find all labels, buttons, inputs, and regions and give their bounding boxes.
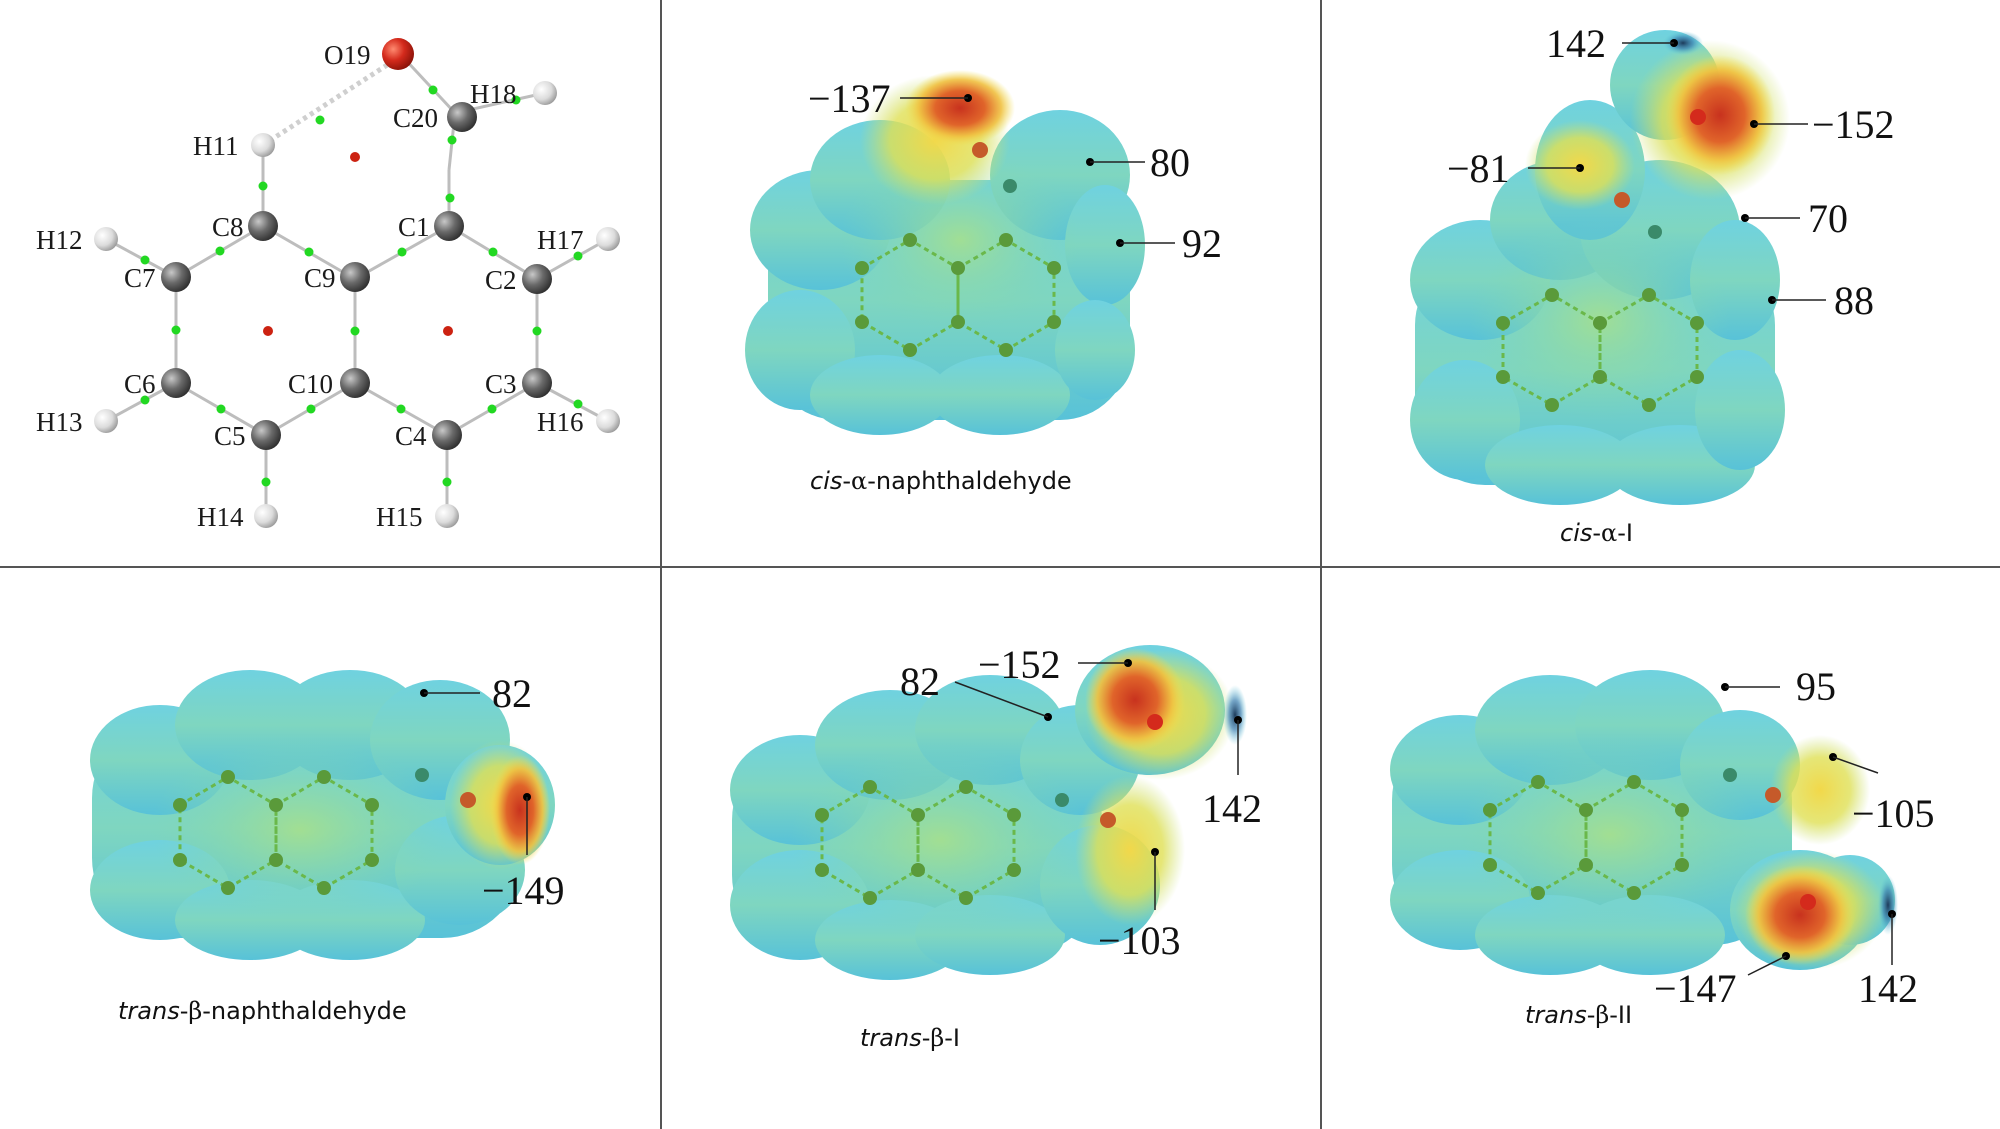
label-H18: H18 (470, 79, 517, 109)
esp-value: −149 (482, 868, 565, 913)
rcp-dot (443, 326, 453, 336)
atom-C20 (447, 102, 477, 132)
atom-C9 (340, 262, 370, 292)
molecular-structure-panel: O19 H18 C20 H11 C8 C1 H12 H17 C7 C9 C2 C… (36, 38, 620, 532)
leader-line (1747, 955, 1787, 976)
esp-value: 82 (900, 659, 940, 704)
label-H15: H15 (376, 502, 423, 532)
label-H14: H14 (197, 502, 244, 532)
esp-value: 88 (1834, 278, 1874, 323)
esp-value: −81 (1447, 146, 1510, 191)
molecule-atoms (1496, 109, 1706, 412)
molecule-atoms (173, 768, 476, 895)
esp-surface (1410, 30, 1790, 505)
label-C5: C5 (214, 421, 246, 451)
leader-line (954, 681, 1049, 718)
rcp-dot (263, 326, 273, 336)
esp-value: −137 (808, 76, 891, 121)
mep-panel-cis-alpha-naphthaldehyde: −137 80 92 cis-α-naphthaldehyde (745, 70, 1222, 495)
label-C2: C2 (485, 265, 517, 295)
esp-value: 95 (1796, 664, 1836, 709)
esp-value: −152 (978, 642, 1061, 687)
atom-C6 (161, 368, 191, 398)
atom-C1 (434, 211, 464, 241)
panel-caption: cis-α-I (1560, 519, 1633, 547)
atom-H15 (435, 504, 459, 528)
atom-H12 (94, 227, 118, 251)
atom-O19 (382, 38, 414, 70)
esp-value: 142 (1546, 21, 1606, 66)
molecule-atoms (1483, 768, 1816, 910)
label-C20: C20 (393, 103, 438, 133)
esp-value: 142 (1202, 786, 1262, 831)
bcp-dots (140, 85, 583, 487)
label-C7: C7 (124, 263, 156, 293)
rcp-dot (350, 152, 360, 162)
label-C4: C4 (395, 421, 427, 451)
atom-H16 (596, 409, 620, 433)
molecule-atoms (855, 142, 1061, 357)
atom-H13 (94, 409, 118, 433)
label-C3: C3 (485, 369, 517, 399)
esp-value: −152 (1812, 102, 1895, 147)
panel-caption: cis-α-naphthaldehyde (810, 467, 1072, 495)
panel-caption: trans-β-naphthaldehyde (118, 997, 407, 1025)
esp-value: 142 (1858, 966, 1918, 1011)
mep-panel-trans-beta-II: 95 −105 −147 142 trans-β-II (1390, 664, 1935, 1029)
mep-panel-trans-beta-naphthaldehyde: 82 −149 trans-β-naphthaldehyde (90, 670, 565, 1025)
label-C10: C10 (288, 369, 333, 399)
atom-H17 (596, 227, 620, 251)
atom-H11 (251, 133, 275, 157)
esp-surface (1390, 670, 1898, 975)
label-H12: H12 (36, 225, 83, 255)
esp-value: 80 (1150, 140, 1190, 185)
esp-surface (90, 670, 555, 960)
esp-surface (745, 70, 1145, 435)
label-H11: H11 (193, 131, 239, 161)
atom-H18 (533, 81, 557, 105)
esp-value: −147 (1654, 966, 1737, 1011)
label-C6: C6 (124, 369, 156, 399)
atom-C4 (432, 420, 462, 450)
atom-C10 (340, 368, 370, 398)
label-O19: O19 (324, 40, 371, 70)
leader-line (1832, 756, 1879, 774)
esp-value: 82 (492, 671, 532, 716)
label-C1: C1 (398, 212, 430, 242)
atom-C2 (522, 264, 552, 294)
atom-H14 (254, 504, 278, 528)
esp-value: 70 (1808, 196, 1848, 241)
atom-C8 (248, 211, 278, 241)
mep-panel-cis-alpha-I: 142 −152 −81 70 88 cis-α-I (1410, 21, 1895, 547)
atom-C5 (251, 420, 281, 450)
molecule-atoms (815, 714, 1163, 905)
esp-value: 92 (1182, 221, 1222, 266)
label-H16: H16 (537, 407, 584, 437)
atom-C3 (522, 368, 552, 398)
esp-value: −105 (1852, 791, 1935, 836)
esp-value: −103 (1098, 918, 1181, 963)
hydrogen-bond-dotted (261, 55, 400, 148)
label-H17: H17 (537, 225, 584, 255)
panel-caption: trans-β-I (860, 1024, 960, 1052)
atom-C7 (161, 262, 191, 292)
label-C9: C9 (304, 263, 336, 293)
label-C8: C8 (212, 212, 244, 242)
mep-panel-trans-beta-I: 82 −152 142 −103 trans-β-I (730, 642, 1262, 1052)
panel-caption: trans-β-II (1525, 1001, 1632, 1029)
label-H13: H13 (36, 407, 83, 437)
